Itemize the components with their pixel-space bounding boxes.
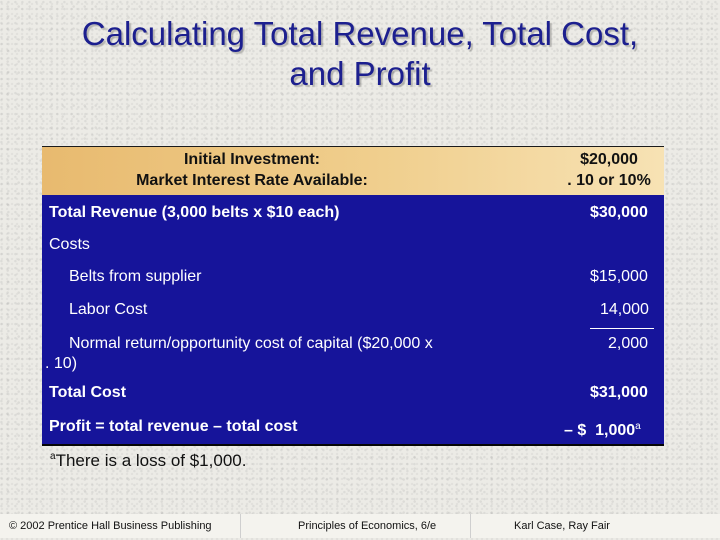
profit-value: – $ 1,000a bbox=[564, 417, 641, 441]
belts-supplier-label: Belts from supplier bbox=[69, 268, 202, 285]
total-cost-value: $31,000 bbox=[590, 384, 648, 401]
belts-supplier-value: $15,000 bbox=[590, 268, 648, 285]
subtotal-rule bbox=[590, 328, 654, 329]
total-cost-label: Total Cost bbox=[49, 384, 127, 401]
table-body: Total Revenue (3,000 belts x $10 each) $… bbox=[42, 195, 664, 446]
footnote: aThere is a loss of $1,000. bbox=[50, 451, 246, 471]
profit-label: Profit = total revenue – total cost bbox=[49, 418, 298, 435]
footer-book-title: Principles of Economics, 6/e bbox=[298, 520, 437, 532]
footnote-text: There is a loss of $1,000. bbox=[55, 451, 247, 470]
title-line-1: Calculating Total Revenue, Total Cost, bbox=[81, 15, 639, 52]
header-top-border bbox=[42, 146, 664, 147]
labor-cost-label: Labor Cost bbox=[69, 301, 148, 318]
table-header: Initial Investment: Market Interest Rate… bbox=[42, 146, 664, 195]
labor-cost-value: 14,000 bbox=[600, 301, 649, 318]
footnote-marker: a bbox=[50, 451, 56, 462]
profit-footnote-marker: a bbox=[635, 421, 641, 432]
costs-label: Costs bbox=[49, 236, 90, 253]
opportunity-cost-value: 2,000 bbox=[608, 335, 649, 352]
total-revenue-label: Total Revenue (3,000 belts x $10 each) bbox=[49, 204, 340, 221]
profit-value-text: – $ 1,000 bbox=[564, 422, 636, 439]
footer-copyright: © 2002 Prentice Hall Business Publishing bbox=[9, 520, 212, 532]
opportunity-cost-label-line1: Normal return/opportunity cost of capita… bbox=[69, 335, 433, 352]
total-revenue-value: $30,000 bbox=[590, 204, 648, 221]
interest-rate-value: . 10 or 10% bbox=[567, 172, 651, 189]
opportunity-cost-label-line2: . 10) bbox=[45, 355, 78, 372]
footer-divider bbox=[240, 514, 241, 538]
revenue-cost-table: Initial Investment: Market Interest Rate… bbox=[42, 146, 664, 446]
slide-footer: © 2002 Prentice Hall Business Publishing… bbox=[0, 514, 720, 538]
interest-rate-label: Market Interest Rate Available: bbox=[136, 172, 368, 189]
initial-investment-label: Initial Investment: bbox=[183, 151, 321, 168]
table-bottom-border bbox=[42, 444, 664, 446]
footer-authors: Karl Case, Ray Fair bbox=[514, 520, 610, 532]
title-line-2: and Profit bbox=[289, 55, 431, 92]
slide-title: Calculating Total Revenue, Total Cost, a… bbox=[0, 14, 720, 94]
initial-investment-value: $20,000 bbox=[580, 151, 638, 168]
footer-divider bbox=[470, 514, 471, 538]
